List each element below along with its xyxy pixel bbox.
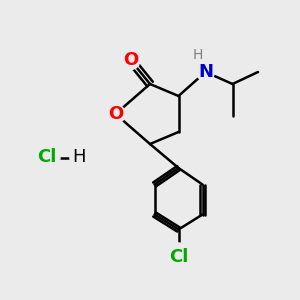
Text: O: O xyxy=(123,51,138,69)
Circle shape xyxy=(121,50,140,70)
Text: H: H xyxy=(73,148,86,166)
Circle shape xyxy=(165,243,192,270)
Text: H: H xyxy=(193,49,203,62)
Circle shape xyxy=(106,104,125,124)
Text: Cl: Cl xyxy=(169,248,188,266)
Circle shape xyxy=(33,144,60,171)
Text: O: O xyxy=(108,105,123,123)
Circle shape xyxy=(70,148,89,167)
Text: N: N xyxy=(198,63,213,81)
Circle shape xyxy=(196,63,214,81)
Text: Cl: Cl xyxy=(37,148,56,166)
